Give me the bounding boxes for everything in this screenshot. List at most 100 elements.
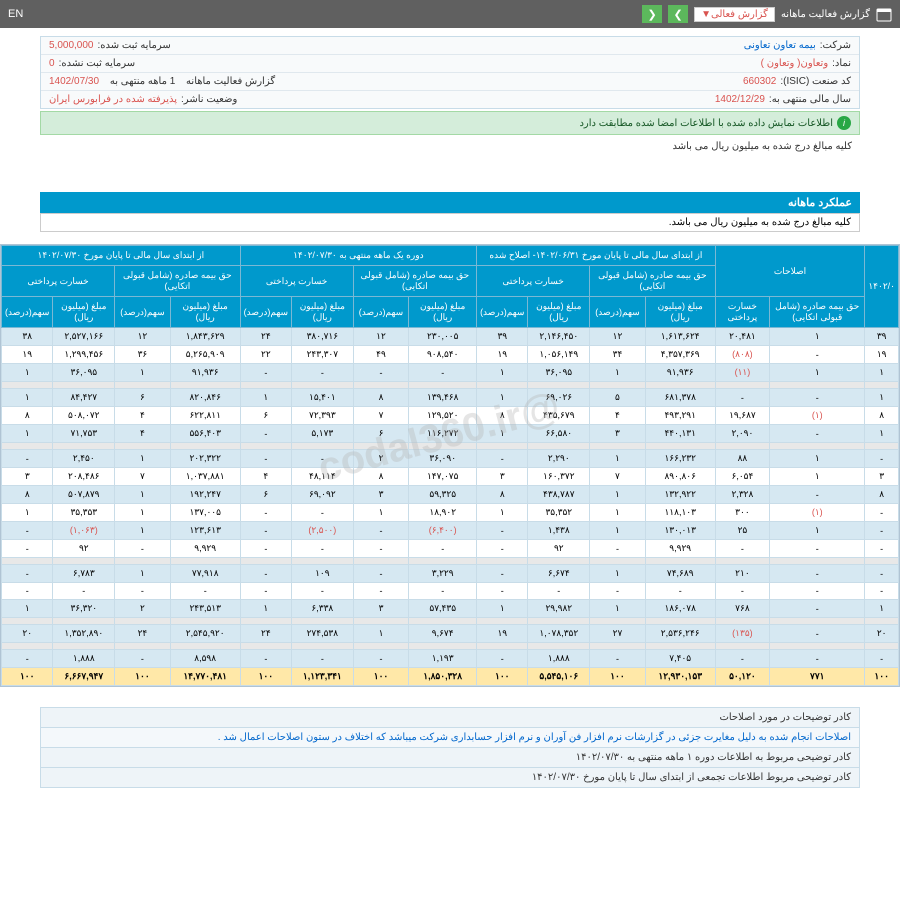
table-cell: ۱ xyxy=(590,450,646,468)
table-cell: - xyxy=(240,522,291,540)
table-cell: ۲,۲۹۰ xyxy=(528,450,590,468)
table-cell: ۱,۳۵۲,۸۹۰ xyxy=(53,625,115,643)
table-cell xyxy=(590,618,646,625)
table-cell: ۴ xyxy=(240,468,291,486)
c12: سهم(درصد) xyxy=(2,297,53,328)
table-cell: ۲۴ xyxy=(240,625,291,643)
table-cell: ۴ xyxy=(115,407,171,425)
table-cell xyxy=(53,443,115,450)
table-cell: - xyxy=(590,583,646,600)
table-cell xyxy=(715,382,770,389)
table-cell xyxy=(645,443,715,450)
table-cell: ۱ xyxy=(770,328,865,346)
table-row: --------------- xyxy=(2,583,899,600)
table-cell xyxy=(645,558,715,565)
table-cell: ۱۹ xyxy=(865,346,899,364)
table-cell xyxy=(292,618,354,625)
table-cell: - xyxy=(645,583,715,600)
col-amt2: خسارت پرداختی xyxy=(715,297,770,328)
table-cell: ۲ xyxy=(115,600,171,618)
hdr-g1: اصلاحات xyxy=(715,246,865,297)
symbol-label: نماد: xyxy=(832,58,851,69)
table-cell: ۱ xyxy=(865,389,899,407)
table-row: ۱۰۰۷۷۱۵۰,۱۲۰۱۲,۹۳۰,۱۵۳۱۰۰۵,۵۴۵,۱۰۶۱۰۰۱,۸… xyxy=(2,668,899,686)
table-cell: ۳۹ xyxy=(477,328,528,346)
table-cell: ۷ xyxy=(353,407,409,425)
table-cell: - xyxy=(170,583,240,600)
sub-h8: خسارت پرداختی xyxy=(2,266,115,297)
table-cell xyxy=(115,443,171,450)
table-cell: ۱۲۹,۵۲۰ xyxy=(409,407,477,425)
table-cell: ۱ xyxy=(590,565,646,583)
table-cell: ۳۶,۰۹۵ xyxy=(528,364,590,382)
unit-note: کلیه مبالغ درج شده به میلیون ریال می باش… xyxy=(40,139,860,154)
table-cell: (۱) xyxy=(770,504,865,522)
table-cell: ۹۱,۹۳۶ xyxy=(645,364,715,382)
table-cell: ۲,۴۵۰ xyxy=(53,450,115,468)
table-cell: - xyxy=(353,583,409,600)
table-cell: ۱۴۷,۰۷۵ xyxy=(409,468,477,486)
table-cell: - xyxy=(292,540,354,558)
table-cell: - xyxy=(770,625,865,643)
c6: سهم(درصد) xyxy=(353,297,409,328)
table-cell xyxy=(292,443,354,450)
table-cell: - xyxy=(865,522,899,540)
table-cell xyxy=(590,558,646,565)
table-cell: ۱ xyxy=(115,486,171,504)
table-cell: - xyxy=(865,504,899,522)
table-cell xyxy=(715,558,770,565)
col-amt1: حق بیمه صادره (شامل قبولی اتکایی) xyxy=(770,297,865,328)
table-row: -۱۲۵۱۳۰,۰۱۳۱۱,۴۳۸-(۶,۴۰۰)-(۲,۵۰۰)-۱۲۳,۶۱… xyxy=(2,522,899,540)
table-cell xyxy=(409,382,477,389)
footer-label3: کادر توضیحی مربوط اطلاعات تجمعی از ابتدا… xyxy=(41,768,859,787)
nav-prev[interactable]: ❮ xyxy=(642,5,662,23)
table-cell: ۲۴ xyxy=(115,625,171,643)
table-cell: ۱ xyxy=(770,450,865,468)
table-cell: ۶ xyxy=(240,486,291,504)
c3: مبلغ (میلیون ریال) xyxy=(528,297,590,328)
topbar-right: گزارش فعالیت ماهانه گزارش فعالی▼ ❯ ❮ xyxy=(642,5,892,23)
capital-unreg: 0 xyxy=(49,58,55,69)
table-cell: ۱,۱۲۳,۳۴۱ xyxy=(292,668,354,686)
nav-next[interactable]: ❯ xyxy=(668,5,688,23)
table-cell: ۲,۵۳۶,۲۴۶ xyxy=(645,625,715,643)
table-row: ۸(۱)۱۹,۶۸۷۴۹۳,۲۹۱۴۴۳۵,۶۷۹۸۱۲۹,۵۲۰۷۷۲,۳۹۳… xyxy=(2,407,899,425)
table-cell: ۹۲ xyxy=(528,540,590,558)
table-cell: - xyxy=(115,650,171,668)
table-cell: ۳۶,۳۲۰ xyxy=(53,600,115,618)
table-cell xyxy=(477,382,528,389)
table-cell: ۴ xyxy=(590,407,646,425)
status-label: وضعیت ناشر: xyxy=(181,94,237,105)
table-cell: - xyxy=(2,583,53,600)
table-cell: - xyxy=(409,540,477,558)
table-cell: ۱ xyxy=(590,364,646,382)
hdr-g3: دوره یک ماهه منتهی به ۱۴۰۲/۰۷/۳۰ xyxy=(240,246,476,266)
table-cell: ۱۰۰ xyxy=(477,668,528,686)
table-cell xyxy=(115,558,171,565)
table-cell: - xyxy=(115,583,171,600)
table-cell: ۱ xyxy=(590,486,646,504)
table-cell: ۱۹۲,۲۴۷ xyxy=(170,486,240,504)
table-cell: - xyxy=(240,540,291,558)
table-cell: ۲,۵۴۵,۹۲۰ xyxy=(170,625,240,643)
c1: مبلغ (میلیون ریال) xyxy=(645,297,715,328)
lang-toggle[interactable]: EN xyxy=(8,8,23,20)
table-cell xyxy=(353,382,409,389)
table-cell xyxy=(865,558,899,565)
table-cell: ۱ xyxy=(590,522,646,540)
c8: سهم(درصد) xyxy=(240,297,291,328)
table-cell: - xyxy=(477,540,528,558)
report-dropdown[interactable]: گزارش فعالی▼ xyxy=(694,7,775,22)
table-cell: - xyxy=(715,583,770,600)
table-cell: ۴ xyxy=(115,425,171,443)
table-row xyxy=(2,558,899,565)
footer-text1: اصلاحات انجام شده به دلیل مغایرت جزئی در… xyxy=(41,728,859,748)
table-cell: ۲۰۸,۴۸۶ xyxy=(53,468,115,486)
table-cell: ۱ xyxy=(240,600,291,618)
footer-label2: کادر توضیحی مربوط به اطلاعات دوره ۱ ماهه… xyxy=(41,748,859,768)
topbar-left: EN xyxy=(8,8,23,20)
table-cell: ۳۸۰,۷۱۶ xyxy=(292,328,354,346)
table-cell: ۱۱۶,۲۷۲ xyxy=(409,425,477,443)
footer-box: کادر توضیحات در مورد اصلاحات اصلاحات انج… xyxy=(40,707,860,788)
table-cell: ۴۳۵,۶۷۹ xyxy=(528,407,590,425)
